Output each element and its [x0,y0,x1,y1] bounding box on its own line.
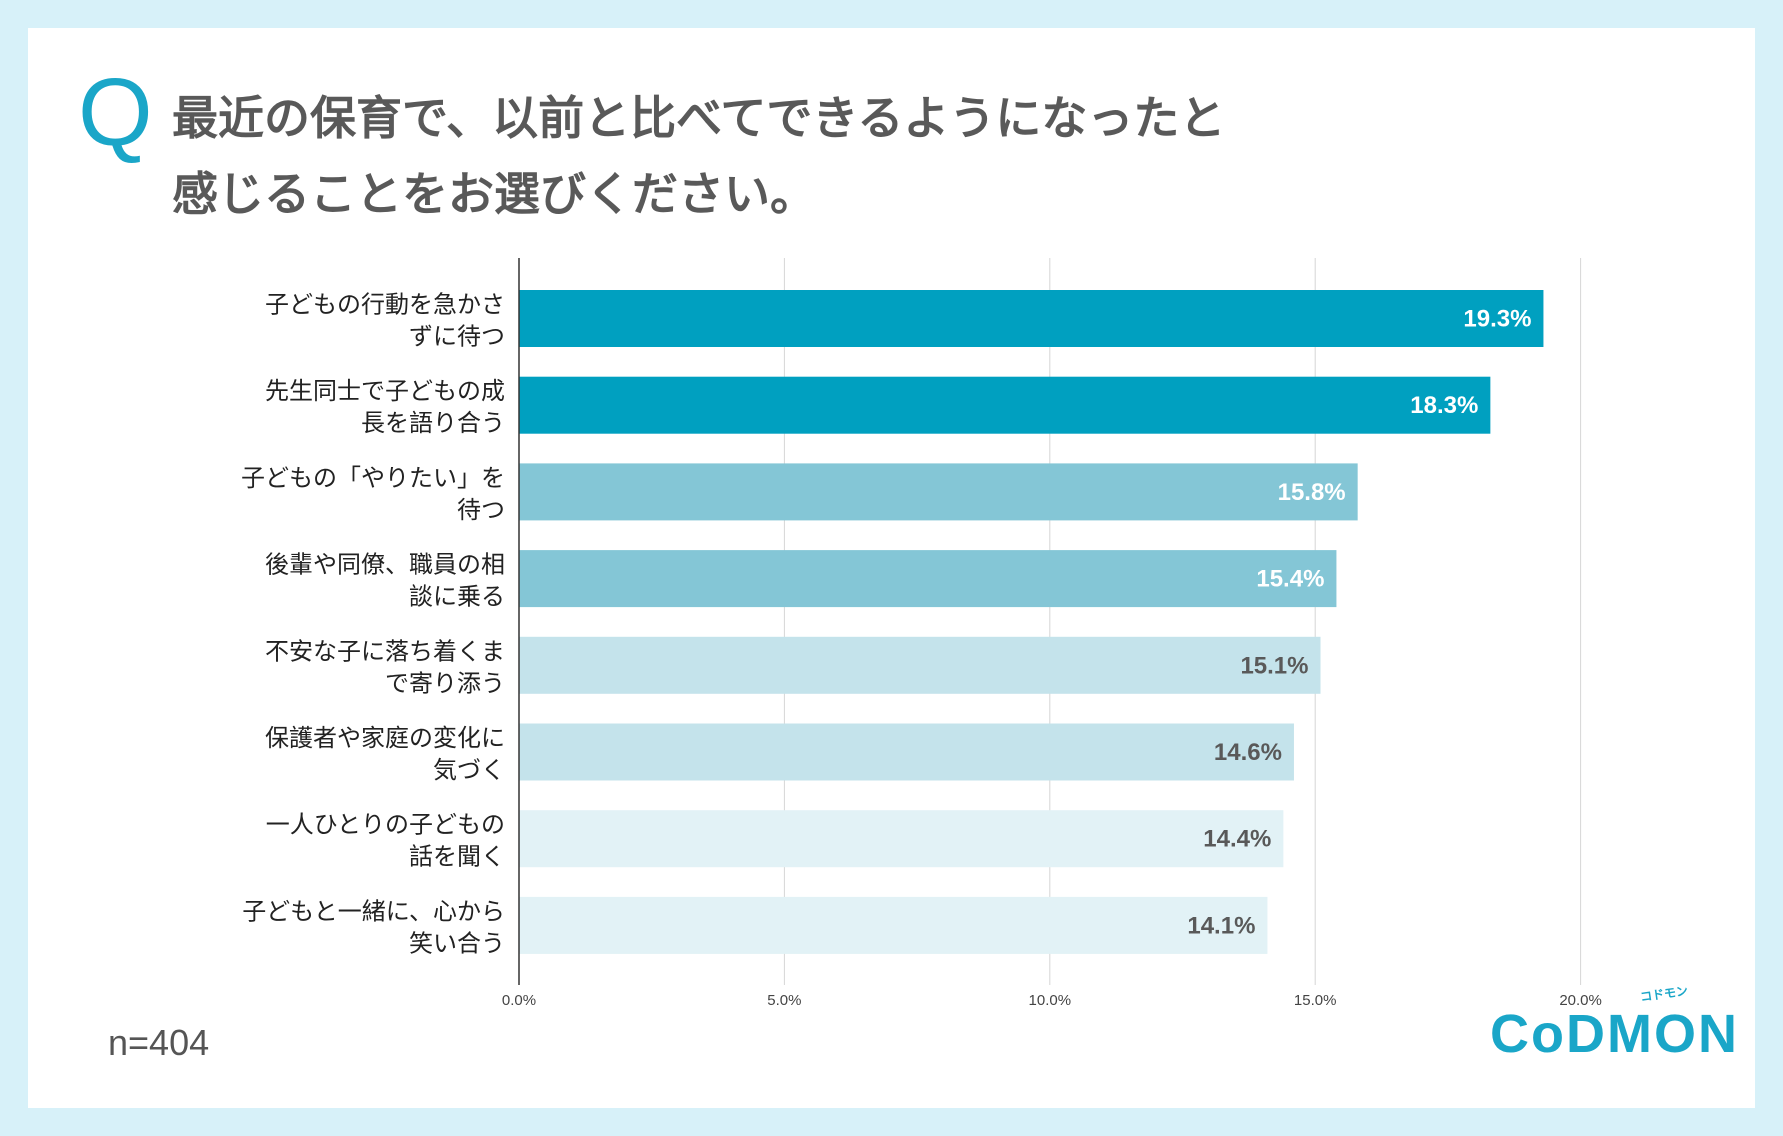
category-label: 子どもの行動を急かさ [265,291,505,319]
category-label: 待つ [457,496,505,524]
bar [519,810,1284,868]
bar-value-label: 15.1% [1240,652,1308,679]
category-label: 子どもと一緒に、心から [242,897,505,925]
bar-value-label: 14.4% [1203,826,1271,853]
x-tick-label: 0.0% [502,992,536,1009]
category-label: 気づく [433,756,505,784]
codmon-logo: コドモン CoDMON [1490,983,1737,1095]
x-tick-label: 5.0% [767,992,801,1009]
bar-value-label: 18.3% [1410,392,1478,419]
category-label: 不安な子に落ち着くま [265,637,505,665]
bar-value-label: 14.1% [1187,912,1255,939]
bar [519,636,1321,694]
category-label: 後輩や同僚、職員の相 [265,551,505,579]
category-label: 笑い合う [409,929,505,957]
category-label: 先生同士で子どもの成 [265,377,505,405]
bar-value-label: 15.4% [1256,566,1324,593]
bar [519,376,1491,434]
x-tick-label: 15.0% [1294,992,1337,1009]
question-line-2: 感じることをお選びください。 [172,167,816,221]
logo-subtext: コドモン [1639,983,1689,1005]
category-label: 保護者や家庭の変化に [265,724,505,752]
category-label: で寄り添う [385,669,505,697]
category-label: 話を聞く [409,843,505,871]
bar [519,723,1294,781]
bar-value-label: 14.6% [1214,739,1282,766]
bar [519,550,1337,608]
bar-value-label: 19.3% [1463,306,1531,333]
bar [519,290,1544,347]
question-line-1: 最近の保育で、以前と比べてできるようになったと [172,91,1226,145]
sample-size: n=404 [108,1022,210,1063]
question-mark-icon: Q [78,59,153,166]
category-label: ずに待つ [409,323,505,351]
bar [519,463,1358,521]
x-tick-label: 20.0% [1559,992,1602,1009]
category-label: 談に乗る [409,583,505,611]
bar [519,896,1268,954]
category-label: 一人ひとりの子どもの [266,811,505,839]
category-label: 長を語り合う [361,409,505,437]
logo-text: CoDMON [1490,1004,1739,1064]
bar-value-label: 15.8% [1278,479,1346,506]
x-tick-label: 10.0% [1029,992,1072,1009]
question-title: 最近の保育で、以前と比べてできるようになったと 感じることをお選びください。 [172,80,1472,232]
category-label: 子どもの「やりたい」を [241,464,505,492]
